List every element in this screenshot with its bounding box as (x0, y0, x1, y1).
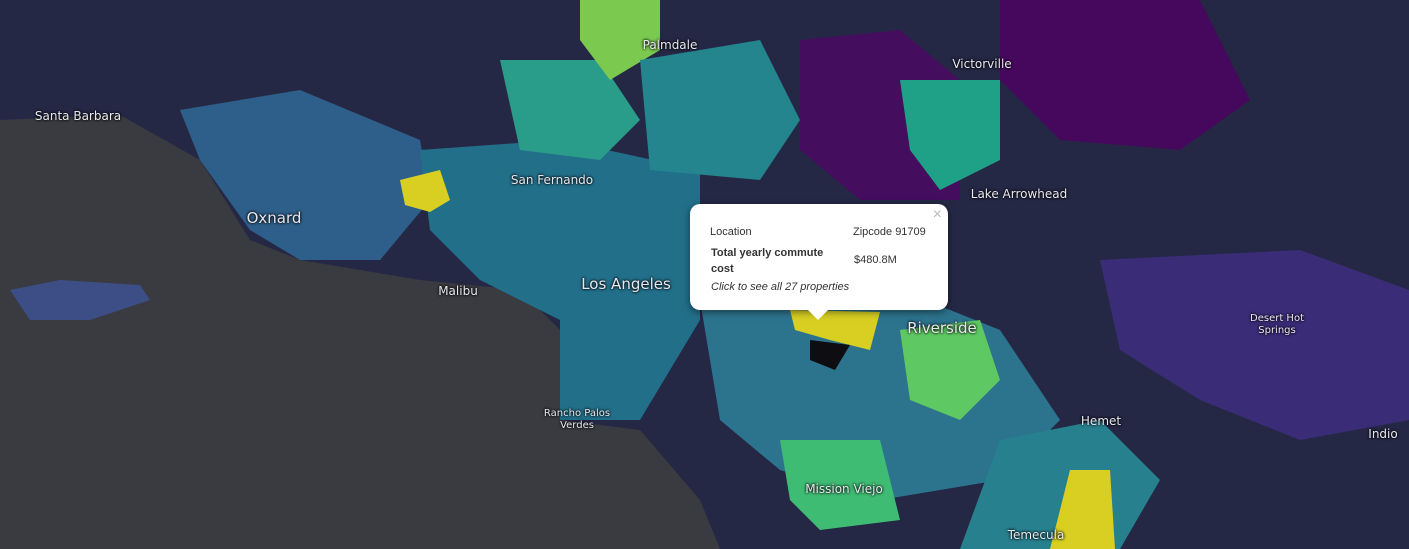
place-label: Los Angeles (581, 275, 671, 293)
place-label: Indio (1368, 427, 1398, 441)
region (900, 80, 1000, 190)
place-label: Lake Arrowhead (970, 187, 1068, 201)
place-label: Temecula (1007, 528, 1065, 542)
place-label: Oxnard (246, 209, 302, 227)
field-label: Location (710, 226, 752, 238)
region (790, 310, 880, 350)
region (1000, 0, 1250, 150)
place-label: Mission Viejo (805, 482, 883, 496)
region (810, 340, 850, 370)
place-label: Desert Hot Springs (1250, 313, 1304, 336)
region (1050, 470, 1115, 549)
place-label: Santa Barbara (34, 109, 122, 123)
place-label: Victorville (952, 57, 1012, 71)
place-label: Rancho Palos Verdes (543, 408, 611, 431)
region (780, 440, 900, 530)
region (500, 60, 640, 160)
place-label: Palmdale (642, 38, 698, 52)
properties-link[interactable]: Click to see all 27 properties (711, 281, 850, 293)
close-button[interactable]: × (932, 206, 942, 223)
field-value: $480.8M (854, 254, 897, 266)
info-popup: × Location Zipcode 91709 Total yearly co… (690, 204, 948, 320)
field-value: Zipcode 91709 (853, 226, 926, 238)
place-label: Hemet (1080, 414, 1122, 428)
region (900, 320, 1000, 420)
place-label: Malibu (438, 284, 478, 298)
island (10, 280, 150, 320)
ocean (0, 115, 720, 549)
field-label: Total yearly commute cost (711, 247, 824, 275)
region (1100, 250, 1409, 440)
region (400, 170, 450, 212)
region (420, 140, 700, 420)
place-label: Riverside (907, 319, 977, 337)
region (180, 90, 430, 260)
region (640, 40, 800, 180)
place-label: San Fernando (510, 173, 594, 187)
